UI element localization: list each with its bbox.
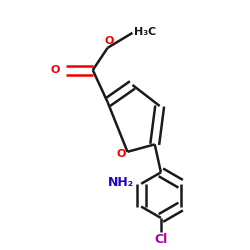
Text: O: O — [104, 36, 114, 46]
Text: NH₂: NH₂ — [108, 176, 134, 189]
Text: Cl: Cl — [154, 233, 168, 246]
Text: O: O — [51, 65, 60, 75]
Text: H₃C: H₃C — [134, 27, 157, 37]
Text: O: O — [116, 149, 126, 159]
